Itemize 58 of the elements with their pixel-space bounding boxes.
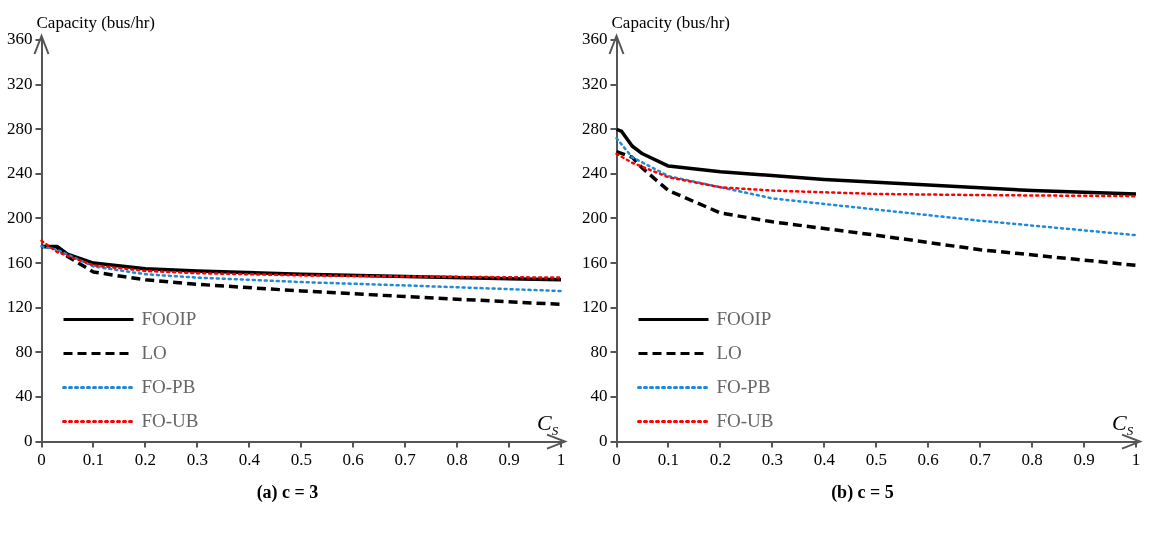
y-tick-label: 40 xyxy=(590,386,608,406)
y-tick-label: 40 xyxy=(15,386,33,406)
legend-label: FO-PB xyxy=(141,375,196,397)
y-tick-label: 200 xyxy=(7,207,33,227)
x-tick-label: 0.9 xyxy=(498,450,520,470)
legend-label: FO-PB xyxy=(716,375,771,397)
y-tick-label: 320 xyxy=(582,74,608,94)
y-tick-label: 80 xyxy=(15,341,33,361)
x-tick-label: 0.1 xyxy=(657,450,680,470)
y-tick-label: 280 xyxy=(582,118,608,138)
y-tick-label: 120 xyxy=(7,297,33,317)
legend-label: FO-UB xyxy=(716,409,774,431)
y-axis-title: Capacity (bus/hr) xyxy=(36,13,155,32)
line-series xyxy=(614,149,1138,268)
legend-label: LO xyxy=(716,341,742,363)
y-tick-label: 160 xyxy=(582,252,608,272)
y-tick-label: 0 xyxy=(24,431,33,451)
x-tick-label: 0.6 xyxy=(342,450,364,470)
y-tick-label: 0 xyxy=(599,431,608,451)
x-tick-label: 1 xyxy=(1131,450,1141,470)
x-tick-label: 0.9 xyxy=(1073,450,1095,470)
y-tick-label: 280 xyxy=(7,118,33,138)
x-tick-label: 0.8 xyxy=(1021,450,1043,470)
x-tick-label: 0.7 xyxy=(969,450,992,470)
line-series xyxy=(40,245,563,293)
x-tick-label: 0.3 xyxy=(186,450,208,470)
legend-label: FOOIP xyxy=(716,307,772,329)
line-series xyxy=(615,152,1138,198)
y-axis-title: Capacity (bus/hr) xyxy=(611,13,730,32)
x-tick-label: 0.4 xyxy=(238,450,261,470)
x-tick-label: 0.7 xyxy=(394,450,417,470)
y-tick-label: 120 xyxy=(582,297,608,317)
x-tick-label: 0.6 xyxy=(917,450,939,470)
legend-label: FO-UB xyxy=(141,409,199,431)
y-tick-label: 320 xyxy=(7,74,33,94)
x-tick-label: 0.2 xyxy=(709,450,732,470)
text: (a) c = 3 xyxy=(255,482,320,503)
y-tick-label: 240 xyxy=(7,163,33,183)
text: (b) c = 5 xyxy=(830,482,895,503)
x-tick-label: 0.2 xyxy=(134,450,157,470)
y-tick-label: 360 xyxy=(7,29,33,49)
legend-label: LO xyxy=(141,341,167,363)
y-tick-label: 80 xyxy=(590,341,608,361)
line-series xyxy=(615,136,1138,237)
x-tick-label: 0.5 xyxy=(290,450,312,470)
x-tick-label: 1 xyxy=(556,450,566,470)
x-tick-label: 0.5 xyxy=(865,450,887,470)
x-tick-label: 0.3 xyxy=(761,450,783,470)
x-tick-label: 0 xyxy=(37,450,46,470)
legend-label: FOOIP xyxy=(141,307,197,329)
y-tick-label: 360 xyxy=(582,29,608,49)
x-tick-label: 0.4 xyxy=(813,450,836,470)
y-tick-label: 200 xyxy=(582,207,608,227)
x-tick-label: 0 xyxy=(612,450,621,470)
x-tick-label: 0.1 xyxy=(82,450,105,470)
y-tick-label: 240 xyxy=(582,163,608,183)
x-tick-label: 0.8 xyxy=(446,450,468,470)
y-tick-label: 160 xyxy=(7,252,33,272)
